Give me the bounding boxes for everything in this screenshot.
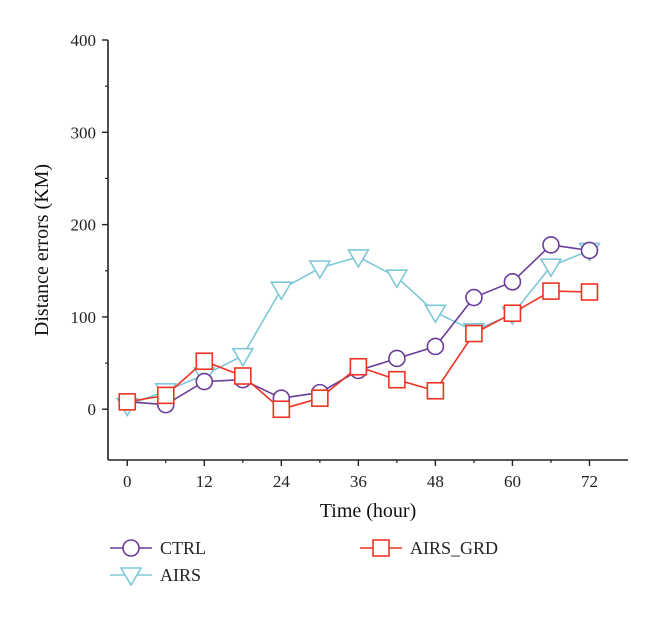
data-point	[580, 241, 599, 260]
data-point	[465, 324, 483, 343]
legend-item: AIRS	[110, 565, 201, 587]
y-axis-title: Distance errors (KM)	[31, 164, 53, 336]
legend-label: CTRL	[160, 538, 206, 558]
data-point	[346, 249, 370, 269]
data-point	[195, 372, 214, 391]
legend-marker	[119, 567, 143, 587]
x-tick-label: 48	[427, 472, 444, 491]
x-tick-label: 12	[196, 472, 213, 491]
x-tick-label: 36	[350, 472, 367, 491]
data-point	[385, 269, 409, 289]
legend-label: AIRS_GRD	[410, 538, 498, 558]
data-point	[269, 281, 293, 301]
data-point	[234, 367, 252, 385]
legend-label: AIRS	[160, 565, 201, 585]
legend: CTRL AIRS AIRS_GRD	[110, 538, 498, 587]
data-point	[231, 347, 255, 368]
data-point	[388, 370, 406, 389]
x-tick-label: 0	[123, 472, 132, 491]
y-tick-label: 400	[71, 31, 97, 50]
data-point	[195, 352, 214, 371]
legend-item: AIRS_GRD	[360, 538, 498, 558]
y-tick-label: 300	[71, 123, 97, 142]
x-tick-label: 24	[273, 472, 291, 491]
data-point	[542, 236, 560, 254]
x-axis-title: Time (hour)	[320, 500, 416, 522]
data-point	[156, 386, 175, 405]
data-point	[539, 258, 563, 278]
data-point	[118, 393, 137, 411]
series-layer	[115, 236, 601, 419]
y-tick-label: 100	[71, 308, 97, 327]
data-point	[272, 400, 291, 419]
data-point	[503, 273, 522, 291]
legend-item: CTRL	[110, 538, 206, 558]
legend-marker	[122, 539, 140, 557]
axes: 0 100 200 300 400 0 12 24 36 48 60 72	[71, 31, 628, 491]
x-tick-label: 72	[581, 472, 598, 491]
data-point	[308, 260, 332, 280]
data-point	[426, 337, 445, 356]
data-point	[580, 283, 599, 301]
y-tick-label: 0	[88, 400, 97, 419]
x-tick-label: 60	[504, 472, 521, 491]
data-point	[542, 282, 560, 300]
data-point	[311, 389, 329, 407]
data-point	[424, 304, 447, 324]
data-point	[426, 381, 445, 400]
data-point	[349, 357, 368, 376]
data-point	[465, 288, 483, 307]
series-airs-grd	[118, 282, 599, 419]
legend-marker	[372, 539, 390, 557]
data-point	[503, 304, 522, 323]
y-tick-label: 200	[71, 216, 97, 235]
data-point	[388, 349, 406, 368]
